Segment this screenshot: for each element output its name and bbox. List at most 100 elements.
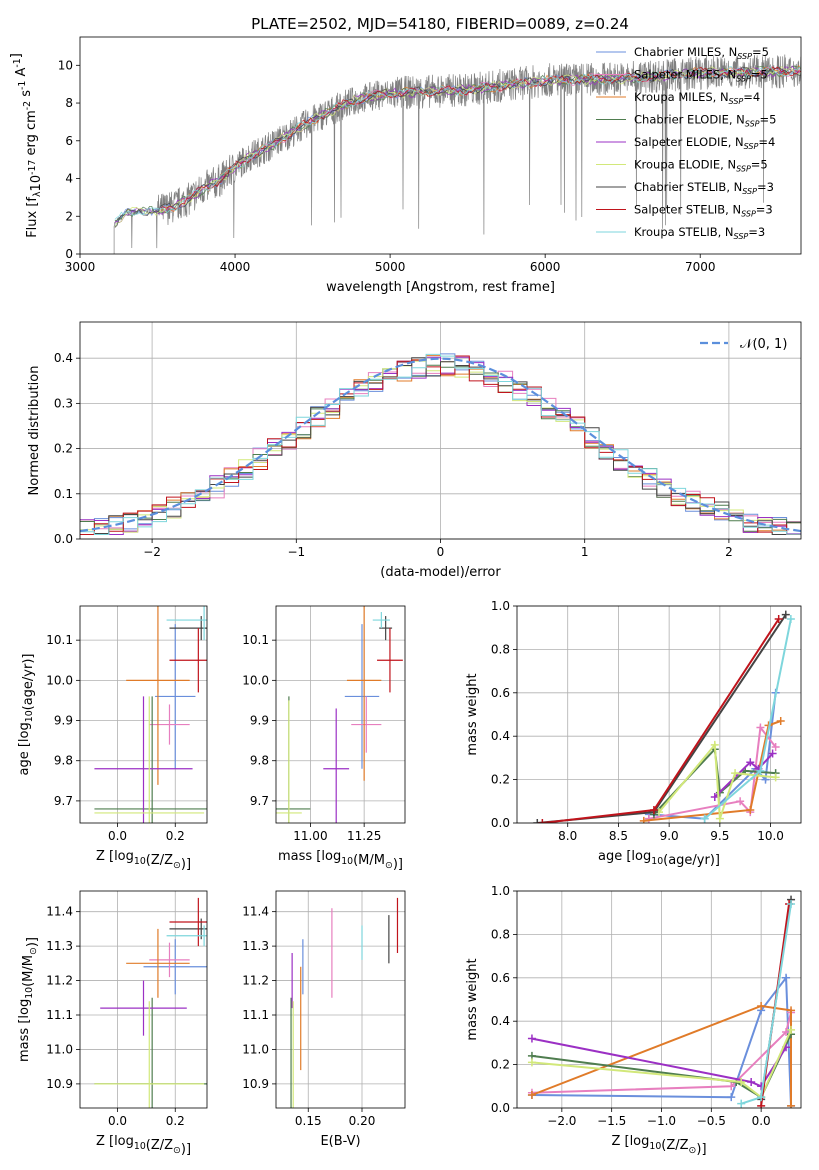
y-tick-label: 0.4 [54,351,73,365]
y-tick-label: 11.4 [242,905,269,919]
plus-marker [710,740,719,749]
plot-area [94,606,207,823]
x-tick-label: 9.0 [660,829,679,843]
axes-frame [275,890,406,1109]
axes-frame [79,36,802,255]
x-tick-label: 0.2 [166,829,185,843]
x-axis-label: Z [log10(Z/Z⊙)] [96,849,191,872]
y-tick-label: 0.4 [491,729,510,743]
y-tick-label: 8 [65,96,73,110]
legend-label: Chabrier STELIB, NSSP=3 [634,180,774,196]
model-spectrum [114,65,801,220]
weight-line [531,1012,792,1094]
x-tick-label: 8.5 [609,829,628,843]
y-tick-label: 10.1 [242,633,269,647]
y-tick-label: 0.0 [54,532,73,546]
plus-marker [768,749,777,758]
y-tick-label: 9.9 [250,714,269,728]
residual-histogram [80,353,801,535]
x-tick-label: 0.0 [108,1114,127,1128]
y-tick-label: 0.2 [54,442,73,456]
plus-marker [736,797,745,806]
x-tick-label: 7000 [685,260,716,274]
y-tick-label: 0.0 [491,816,510,830]
y-tick-label: 0.2 [491,773,510,787]
plot-area [113,54,801,254]
plus-marker [527,1034,536,1043]
legend-label: Chabrier MILES, NSSP=5 [634,45,769,61]
weight-line [531,1029,792,1099]
x-tick-label: 2 [725,545,733,559]
figure-title: PLATE=2502, MJD=54180, FIBERID=0089, z=0… [251,15,629,33]
plus-marker [782,1028,791,1037]
legend-label: Salpeter ELODIE, NSSP=4 [634,135,775,151]
legend-label: Salpeter MILES, NSSP=5 [634,68,768,84]
x-axis-label: Z [log10(Z/Z⊙)] [96,1134,191,1157]
plus-marker [756,766,765,775]
y-tick-label: 10.0 [242,673,269,687]
x-tick-label: 0.0 [752,1114,771,1128]
y-tick-label: 9.7 [250,794,269,808]
axes-age_vs_mass: 11.00 11.25 9.7 9.8 9.9 10.0 10.1 mass [log10(M… [242,605,406,872]
y-tick-label: 4 [65,172,73,186]
model-spectrum [114,65,801,223]
x-tick-label: 1 [581,545,589,559]
x-tick-label: 6000 [530,260,561,274]
y-tick-label: 11.1 [46,1008,73,1022]
y-tick-label: 1.0 [491,884,510,898]
legend-label: 𝒩(0, 1) [740,337,787,352]
y-tick-label: 0.8 [491,927,510,941]
x-tick-label: 0 [437,545,445,559]
plus-marker [776,717,785,726]
y-tick-label: 11.0 [242,1042,269,1056]
plus-marker [639,816,648,823]
normal-curve [80,357,801,533]
plus-marker [727,1082,736,1091]
y-tick-label: 0.8 [491,642,510,656]
plot-area [276,606,403,823]
axes-frame [516,605,802,824]
plus-marker [771,773,780,782]
x-tick-label: −2.0 [547,1114,576,1128]
x-axis-label: age [log10(age/yr)] [598,849,720,868]
x-tick-label: −1.0 [647,1114,676,1128]
plus-marker [737,1099,746,1108]
plus-marker [737,1077,746,1086]
axes-residuals: −2 −1 0 1 2 0.0 0.1 0.2 0.3 0.4 (data-model)/error… [27,321,802,580]
x-tick-label: 0.0 [108,829,127,843]
x-tick-label: 10.0 [757,829,784,843]
plus-marker [782,973,791,982]
y-tick-label: 0.2 [491,1058,510,1072]
plot-area [94,897,207,1108]
y-tick-label: 9.8 [54,754,73,768]
plus-marker [756,723,765,732]
plus-marker [774,615,783,624]
y-tick-label: 11.2 [242,974,269,988]
y-tick-label: 0.1 [54,487,73,501]
plus-marker [757,1093,766,1102]
legend-label: Salpeter STELIB, NSSP=3 [634,203,773,219]
y-tick-label: 9.8 [250,754,269,768]
plus-marker [746,805,755,814]
plus-marker [787,1101,796,1108]
y-tick-label: 9.9 [54,714,73,728]
y-axis-label: Flux [fλ10-17 erg cm-2 s-1 A-1] [9,53,44,238]
x-axis-label: E(B-V) [320,1134,360,1149]
y-axis-label: mass [log10(M/M⊙)] [17,937,40,1062]
plus-marker [746,758,755,767]
x-axis-label: wavelength [Angstrom, rest frame] [326,280,555,295]
plus-marker [731,769,740,778]
y-tick-label: 11.3 [46,939,73,953]
y-tick-label: 11.4 [46,905,73,919]
x-tick-label: −0.5 [697,1114,726,1128]
y-axis-label: age [log10(age/yr)] [17,654,36,776]
model-spectrum [114,66,801,228]
y-tick-label: 9.7 [54,794,73,808]
y-tick-label: 11.2 [46,974,73,988]
plus-marker [787,1006,796,1015]
y-tick-label: 0 [65,247,73,261]
x-tick-label: −2 [143,545,161,559]
y-tick-label: 0.6 [491,971,510,985]
